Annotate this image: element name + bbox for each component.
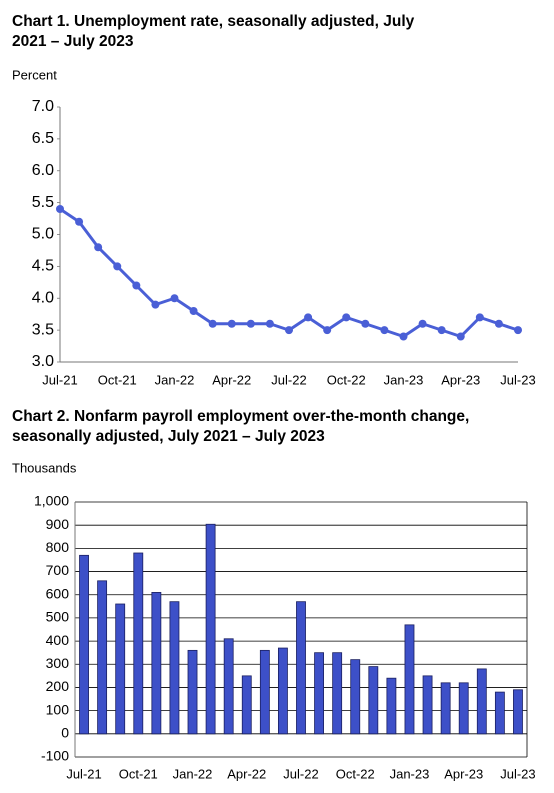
x-tick-label: Jul-23 [500, 766, 535, 781]
y-tick-label: 200 [46, 678, 70, 694]
y-tick-label: 300 [46, 655, 70, 671]
data-point [399, 332, 408, 341]
y-tick-label: 3.0 [32, 353, 54, 370]
y-tick-label: 500 [46, 609, 70, 625]
bar [97, 580, 108, 735]
y-tick-label: 800 [46, 539, 70, 555]
x-tick-label: Apr-23 [441, 372, 480, 387]
y-tick-label: 100 [46, 701, 70, 717]
x-tick-label: Jul-23 [500, 372, 535, 387]
data-point [208, 319, 217, 328]
y-tick-label: 900 [46, 516, 70, 532]
y-tick-label: 4.0 [32, 289, 54, 306]
y-tick-label: 4.5 [32, 258, 54, 275]
data-point [113, 262, 122, 271]
bar [151, 592, 162, 735]
bar [350, 659, 361, 735]
bar [386, 677, 397, 735]
x-tick-label: Jan-22 [155, 372, 195, 387]
bar [259, 649, 270, 735]
axis-unit-label: Thousands [12, 460, 77, 475]
bar [476, 668, 487, 735]
data-point [151, 300, 160, 309]
data-point [132, 281, 141, 290]
bar [458, 682, 469, 735]
data-point [94, 243, 103, 252]
x-tick-label: Jul-21 [66, 766, 101, 781]
y-tick-label: 7.0 [32, 98, 54, 115]
y-tick-label: 0 [61, 725, 69, 741]
bar [277, 647, 288, 735]
y-tick-label: 3.5 [32, 321, 54, 338]
x-tick-label: Oct-22 [327, 372, 366, 387]
y-tick-label: 5.0 [32, 226, 54, 243]
x-tick-label: Apr-22 [227, 766, 266, 781]
x-tick-label: Jul-21 [42, 372, 77, 387]
x-tick-label: Apr-23 [444, 766, 483, 781]
data-point [380, 326, 389, 335]
bar [133, 552, 144, 735]
y-tick-label: 700 [46, 562, 70, 578]
x-tick-label: Oct-21 [98, 372, 137, 387]
y-tick-label: 400 [46, 632, 70, 648]
y-tick-label: 6.0 [32, 162, 54, 179]
data-point [304, 313, 313, 322]
data-point [475, 313, 484, 322]
axis-unit-label: Percent [12, 67, 57, 82]
bar [79, 554, 89, 735]
data-point [323, 326, 332, 335]
y-tick-label: 5.5 [32, 194, 54, 211]
y-tick-label: 6.5 [32, 130, 54, 147]
x-tick-label: Oct-21 [119, 766, 158, 781]
x-tick-label: Jul-22 [271, 372, 306, 387]
bar [296, 601, 306, 735]
data-point [75, 217, 84, 226]
bar [241, 675, 252, 735]
x-tick-label: Jan-22 [173, 766, 213, 781]
bar [513, 689, 523, 735]
bar [422, 675, 433, 735]
data-point [361, 319, 370, 328]
y-tick-label: 1,000 [34, 493, 69, 509]
bar [368, 666, 379, 735]
bar [440, 682, 451, 735]
bar [205, 523, 216, 735]
data-point [494, 319, 503, 328]
data-point [227, 319, 236, 328]
data-point [265, 319, 274, 328]
x-tick-label: Jul-22 [283, 766, 318, 781]
data-point [56, 205, 64, 213]
bar [115, 603, 126, 735]
data-point [342, 313, 351, 322]
data-point [246, 319, 255, 328]
x-tick-label: Oct-22 [336, 766, 375, 781]
chart-title: Chart 1. Unemployment rate, seasonally a… [12, 13, 415, 50]
data-point [170, 294, 179, 303]
bar [332, 652, 343, 735]
bar [223, 638, 234, 735]
data-point [456, 332, 465, 341]
data-point [189, 307, 198, 315]
y-tick-label: -100 [41, 748, 69, 764]
bar [494, 691, 505, 735]
data-point [514, 326, 522, 335]
bar [314, 652, 324, 735]
data-point [418, 319, 427, 328]
x-tick-label: Jan-23 [384, 372, 424, 387]
data-point [285, 326, 293, 335]
bar [404, 624, 415, 735]
x-tick-label: Apr-22 [212, 372, 251, 387]
data-line [59, 207, 519, 338]
y-tick-label: 600 [46, 585, 70, 601]
data-point [437, 326, 446, 335]
bar [187, 649, 198, 735]
chart-title: Chart 2. Nonfarm payroll employment over… [12, 408, 470, 445]
x-tick-label: Jan-23 [390, 766, 430, 781]
bar [169, 601, 180, 735]
